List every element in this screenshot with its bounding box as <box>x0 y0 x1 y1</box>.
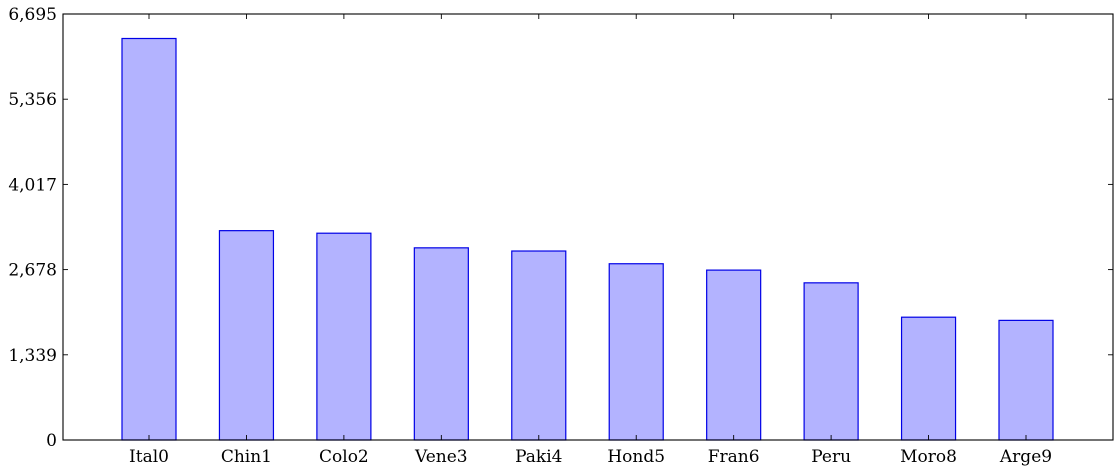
x-tick-labels: Ital0 Chin1 Colo2 Vene3 Paki4 Hond5 Fran6 Peru M… <box>129 447 1052 467</box>
y-tick-label-0: 0 <box>46 431 57 451</box>
bar-vene3 <box>413 247 469 441</box>
x-tick-label-colo2: Colo2 <box>319 447 369 467</box>
y-tick-label-5: 6,695 <box>8 5 57 25</box>
bar-peru <box>803 282 859 441</box>
y-tick-labels: 0 1,339 2,678 4,017 5,356 6,695 <box>8 5 57 451</box>
bar-paki4 <box>511 250 567 441</box>
x-tick-label-ital0: Ital0 <box>129 447 169 467</box>
tick-marks <box>63 13 1113 441</box>
x-tick-label-fran6: Fran6 <box>708 447 760 467</box>
x-tick-label-moro8: Moro8 <box>900 447 957 467</box>
x-tick-label-paki4: Paki4 <box>515 447 562 467</box>
x-tick-label-vene3: Vene3 <box>414 447 468 467</box>
plot-frame <box>62 13 1114 441</box>
bar-arge9 <box>998 319 1054 441</box>
bar-ital0 <box>121 37 177 441</box>
bar-colo2 <box>316 232 372 441</box>
bars <box>121 37 1054 441</box>
x-tick-label-chin1: Chin1 <box>221 447 272 467</box>
x-tick-label-hond5: Hond5 <box>607 447 665 467</box>
x-tick-label-peru: Peru <box>811 447 851 467</box>
y-tick-label-4: 5,356 <box>8 90 57 110</box>
bar-moro8 <box>900 316 957 441</box>
y-tick-label-3: 4,017 <box>8 175 57 195</box>
bar-fran6 <box>706 269 762 441</box>
y-tick-label-2: 2,678 <box>8 261 57 281</box>
x-tick-label-arge9: Arge9 <box>999 447 1052 467</box>
bar-chin1 <box>218 230 275 441</box>
bar-hond5 <box>608 263 664 441</box>
y-tick-label-1: 1,339 <box>8 346 57 366</box>
